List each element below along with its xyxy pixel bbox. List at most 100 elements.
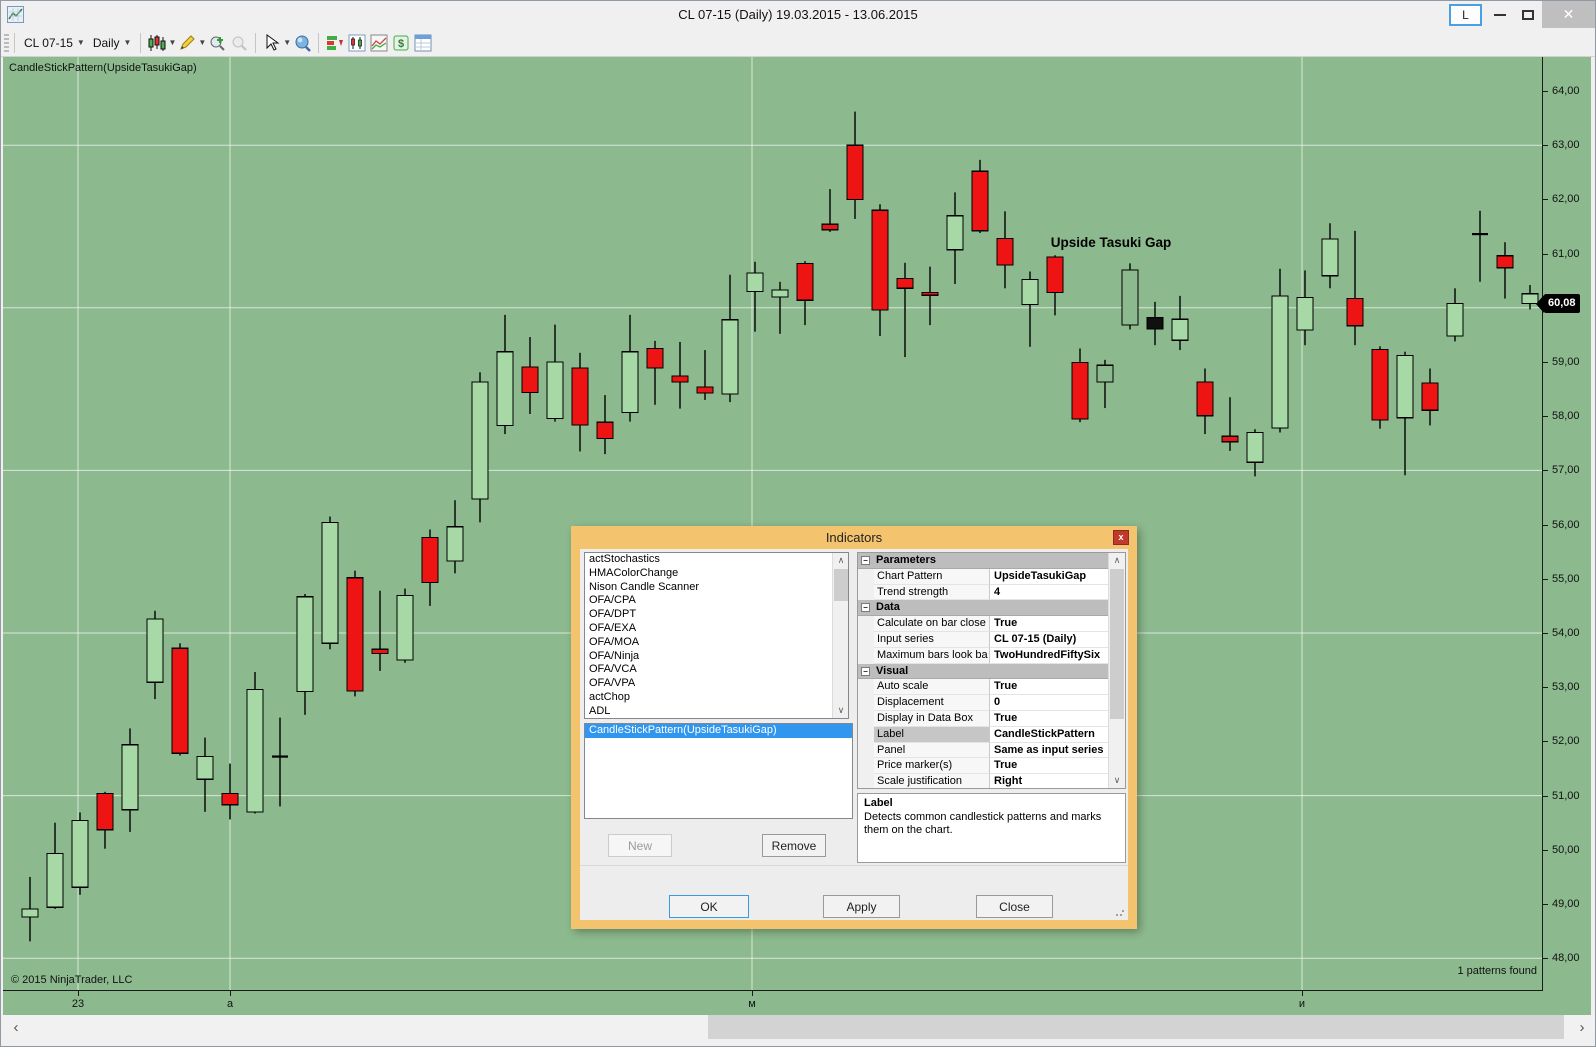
instrument-selector[interactable]: CL 07-15 ▼: [24, 35, 85, 50]
property-category-row[interactable]: − Visual: [858, 663, 1110, 680]
property-value[interactable]: 0: [990, 695, 1110, 711]
new-button[interactable]: New: [608, 834, 672, 857]
zoom-out-icon[interactable]: [229, 33, 249, 53]
zoom-in-icon[interactable]: [207, 33, 227, 53]
time-tick: [752, 991, 753, 996]
scroll-down-arrow[interactable]: ∨: [1113, 775, 1121, 785]
data-grid-icon[interactable]: [413, 33, 433, 53]
collapse-icon[interactable]: −: [861, 603, 870, 613]
available-indicators-list[interactable]: actStochastics HMAColorChange Nison Candle…: [584, 552, 849, 719]
property-grid-scrollbar[interactable]: ∧ ∨: [1108, 553, 1125, 788]
scrollbar-thumb[interactable]: [834, 569, 848, 601]
minimize-button[interactable]: [1487, 1, 1513, 28]
candle-body-18: [471, 381, 489, 500]
property-category-row[interactable]: − Data: [858, 600, 1110, 617]
property-category-row[interactable]: − Parameters: [858, 553, 1110, 569]
indicator-list-item[interactable]: OFA/VCA: [589, 663, 637, 676]
scroll-up-arrow[interactable]: ∧: [837, 555, 845, 565]
indicator-list-item[interactable]: actChop: [589, 690, 630, 703]
property-row[interactable]: Chart Pattern UpsideTasukiGap: [858, 568, 1110, 585]
time-tick: [230, 991, 231, 996]
candlestick-style-icon[interactable]: [147, 33, 167, 53]
property-row[interactable]: Display in Data Box True: [858, 710, 1110, 727]
dialog-close-footer-button[interactable]: Close: [976, 895, 1053, 918]
candle-body-5: [146, 618, 164, 683]
cursor-icon[interactable]: [262, 33, 282, 53]
indicator-list-scrollbar[interactable]: ∧ ∨: [832, 553, 848, 718]
property-row[interactable]: Calculate on bar close True: [858, 616, 1110, 632]
candle-body-35: [896, 277, 914, 289]
apply-button[interactable]: Apply: [823, 895, 900, 918]
property-row[interactable]: Scale justification Right: [858, 774, 1110, 788]
candle-body-26: [671, 375, 689, 383]
collapse-icon[interactable]: −: [861, 556, 870, 565]
toolbar-grip[interactable]: [4, 33, 9, 52]
chart-icon[interactable]: [347, 33, 367, 53]
configured-indicators-list[interactable]: CandleStickPattern(UpsideTasukiGap): [584, 723, 853, 819]
property-value[interactable]: Right: [990, 774, 1110, 788]
scroll-left-arrow[interactable]: ‹: [13, 1018, 19, 1036]
chart-region-icon[interactable]: [369, 33, 389, 53]
indicator-list-item[interactable]: Nison Candle Scanner: [589, 580, 700, 593]
scroll-up-arrow[interactable]: ∧: [1113, 555, 1121, 565]
property-value[interactable]: 4: [990, 584, 1110, 601]
maximize-button[interactable]: [1515, 1, 1541, 28]
collapse-icon[interactable]: −: [861, 666, 870, 676]
candle-body-47: [1196, 381, 1214, 417]
property-value[interactable]: UpsideTasukiGap: [990, 568, 1110, 585]
indicator-list-item[interactable]: OFA/DPT: [589, 608, 637, 621]
remove-button[interactable]: Remove: [762, 834, 826, 857]
indicator-list-item[interactable]: OFA/VPA: [589, 677, 636, 690]
indicator-list-item[interactable]: actStochastics: [589, 553, 660, 565]
property-row[interactable]: Displacement 0: [858, 695, 1110, 711]
property-row[interactable]: Panel Same as input series: [858, 742, 1110, 759]
close-button[interactable]: ✕: [1542, 1, 1595, 28]
price-tick-label: 52,00: [1552, 735, 1580, 748]
property-value[interactable]: True: [990, 616, 1110, 632]
account-dollar-icon[interactable]: $: [391, 33, 411, 53]
period-selector[interactable]: Daily ▼: [92, 35, 132, 50]
property-name: Auto scale: [874, 679, 990, 696]
resize-grip[interactable]: [1115, 907, 1125, 917]
indicator-list-item[interactable]: HMAColorChange: [589, 566, 679, 579]
ok-button[interactable]: OK: [669, 895, 749, 918]
indicator-list-item[interactable]: OFA/MOA: [589, 635, 640, 648]
scrollbar-thumb[interactable]: [708, 1015, 1564, 1039]
indicator-list-item[interactable]: ADL: [589, 704, 611, 717]
property-row[interactable]: Label CandleStickPattern: [858, 726, 1110, 743]
property-value[interactable]: TwoHundredFiftySix: [990, 647, 1110, 664]
scrollbar-thumb[interactable]: [1110, 569, 1124, 719]
configured-indicator-item[interactable]: CandleStickPattern(UpsideTasukiGap): [585, 724, 852, 738]
property-row[interactable]: Auto scale True: [858, 679, 1110, 696]
property-value[interactable]: True: [990, 710, 1110, 727]
property-row[interactable]: Trend strength 4: [858, 584, 1110, 601]
candle-body-32: [821, 223, 839, 231]
scroll-down-arrow[interactable]: ∨: [837, 705, 845, 715]
price-tick: [1542, 904, 1548, 905]
horizontal-scrollbar[interactable]: ‹ ›: [3, 1015, 1595, 1039]
indicator-list-item[interactable]: OFA/CPA: [589, 594, 636, 607]
market-analyzer-icon[interactable]: [325, 33, 345, 53]
drawing-pencil-icon[interactable]: [177, 33, 197, 53]
property-row[interactable]: Price marker(s) True: [858, 758, 1110, 775]
candlestick-plot[interactable]: Upside Tasuki Gap: [3, 57, 1542, 991]
property-name: Label: [874, 726, 990, 743]
property-value[interactable]: True: [990, 758, 1110, 775]
indicator-list-item[interactable]: OFA/Ninja: [589, 649, 640, 662]
indicator-label: CandleStickPattern(UpsideTasukiGap): [9, 62, 197, 74]
candle-body-23: [596, 421, 614, 440]
property-value[interactable]: CL 07-15 (Daily): [990, 631, 1110, 648]
property-name: Price marker(s): [874, 758, 990, 775]
property-row[interactable]: Maximum bars look ba TwoHundredFiftySix: [858, 647, 1110, 664]
indicator-list-item[interactable]: OFA/EXA: [589, 621, 637, 634]
dialog-close-button[interactable]: x: [1113, 530, 1129, 545]
candle-body-19: [496, 351, 514, 427]
data-box-icon[interactable]: [292, 33, 312, 53]
scroll-right-arrow[interactable]: ›: [1579, 1018, 1585, 1036]
property-value[interactable]: CandleStickPattern: [990, 726, 1110, 743]
link-button[interactable]: L: [1449, 4, 1482, 26]
property-row[interactable]: Input series CL 07-15 (Daily): [858, 631, 1110, 648]
property-grid[interactable]: − Parameters Chart Pattern UpsideTasukiGap T…: [857, 552, 1126, 789]
property-value[interactable]: True: [990, 679, 1110, 696]
property-value[interactable]: Same as input series: [990, 742, 1110, 759]
